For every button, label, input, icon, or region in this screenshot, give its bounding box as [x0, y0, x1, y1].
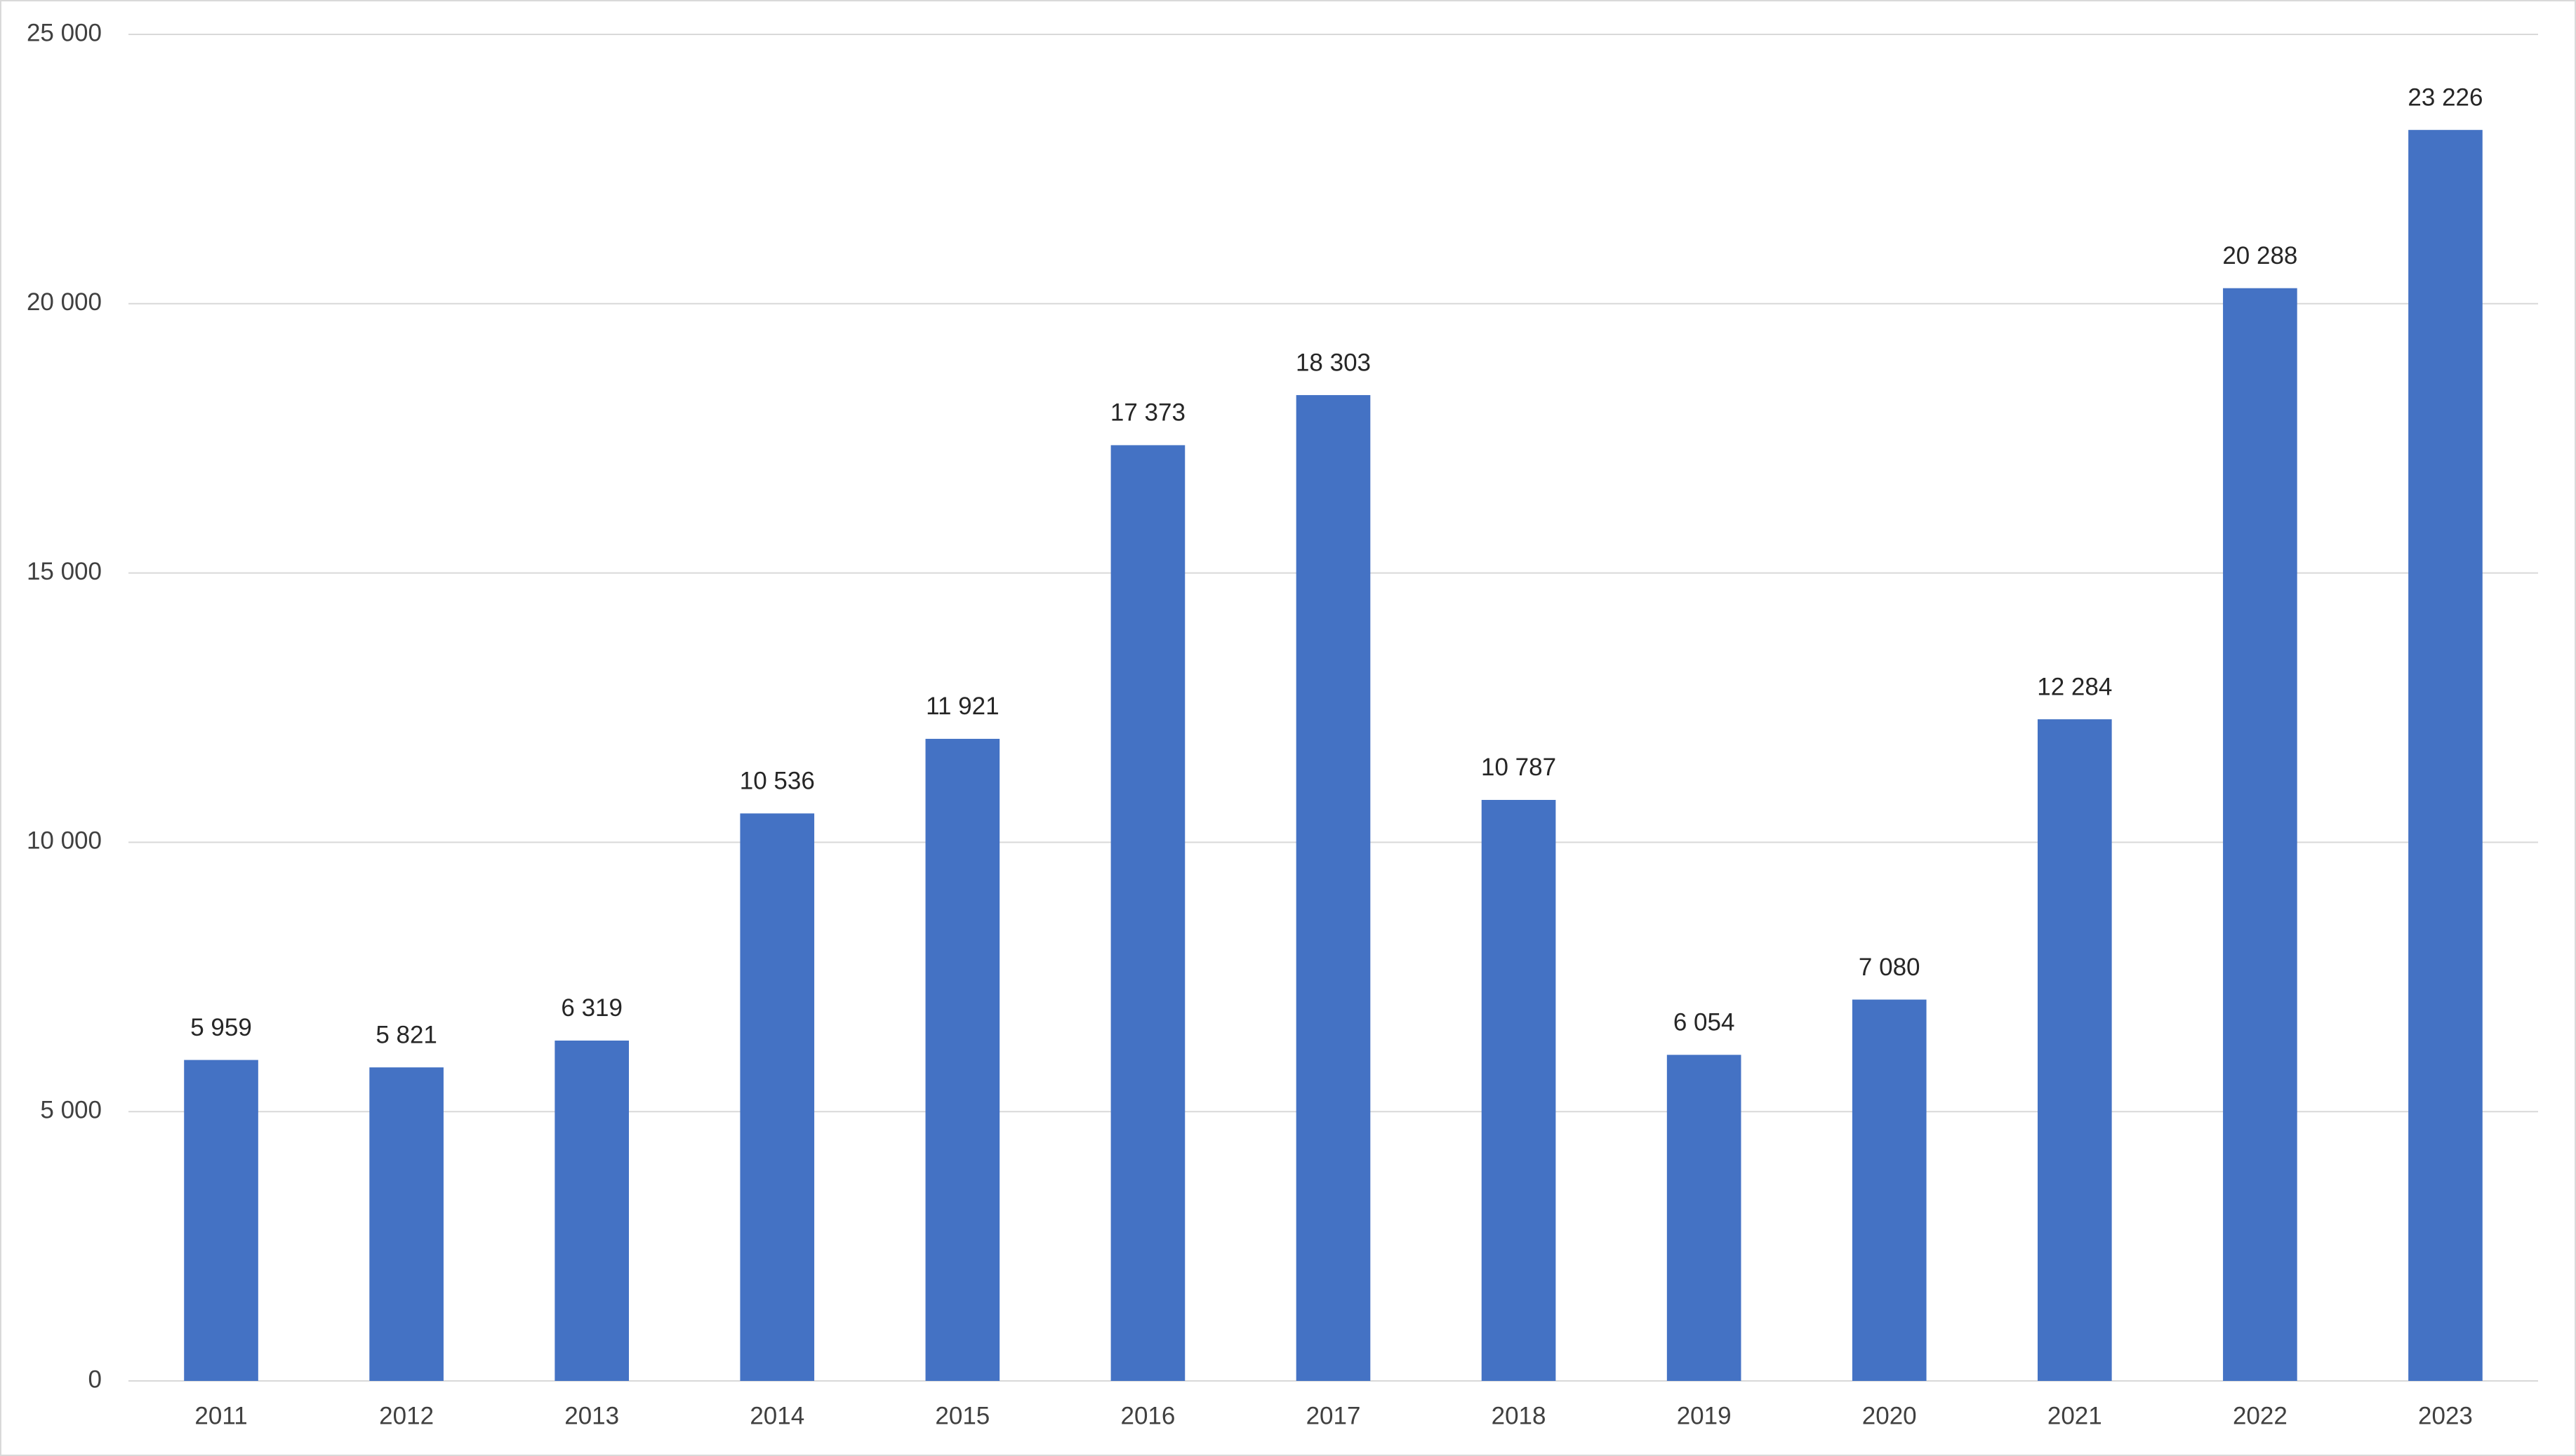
y-tick-label: 25 000: [27, 19, 102, 46]
x-tick-label: 2013: [564, 1402, 619, 1429]
data-label: 11 921: [926, 693, 999, 720]
x-tick-label: 2014: [750, 1402, 804, 1429]
data-label: 20 288: [2222, 242, 2297, 269]
data-label: 18 303: [1296, 349, 1371, 376]
data-label: 6 054: [1673, 1009, 1735, 1036]
y-tick-label: 5 000: [40, 1096, 102, 1123]
x-tick-label: 2018: [1492, 1402, 1546, 1429]
bar: [2037, 719, 2112, 1381]
data-label: 10 536: [740, 768, 815, 795]
bar: [740, 813, 815, 1381]
y-tick-label: 10 000: [27, 827, 102, 855]
data-label: 12 284: [2037, 673, 2112, 700]
data-label: 23 226: [2408, 84, 2483, 111]
y-tick-label: 0: [88, 1365, 102, 1393]
bar: [1852, 999, 1927, 1381]
data-label: 10 787: [1481, 754, 1556, 781]
data-label: 5 959: [190, 1014, 252, 1041]
y-tick-label: 20 000: [27, 288, 102, 316]
bar: [1296, 395, 1371, 1381]
x-tick-label: 2019: [1677, 1402, 1732, 1429]
x-tick-label: 2012: [379, 1402, 434, 1429]
x-tick-label: 2016: [1120, 1402, 1175, 1429]
x-tick-label: 2022: [2233, 1402, 2288, 1429]
bar: [1110, 445, 1186, 1382]
bar: [2408, 130, 2483, 1381]
x-tick-label: 2021: [2047, 1402, 2102, 1429]
y-tick-label: 15 000: [27, 558, 102, 585]
bar: [555, 1040, 630, 1381]
bar: [184, 1060, 258, 1381]
x-tick-label: 2015: [935, 1402, 990, 1429]
data-label: 17 373: [1110, 399, 1186, 427]
x-tick-label: 2011: [194, 1402, 247, 1429]
data-label: 7 080: [1859, 954, 1920, 981]
bar: [925, 738, 1000, 1381]
x-tick-label: 2017: [1306, 1402, 1361, 1429]
x-tick-label: 2023: [2418, 1402, 2473, 1429]
bar: [1481, 799, 1556, 1381]
bar: [1666, 1055, 1741, 1381]
x-tick-label: 2020: [1862, 1402, 1917, 1429]
data-label: 5 821: [376, 1021, 437, 1048]
data-label: 6 319: [561, 994, 623, 1022]
bar: [2223, 288, 2297, 1381]
bar: [369, 1067, 444, 1381]
